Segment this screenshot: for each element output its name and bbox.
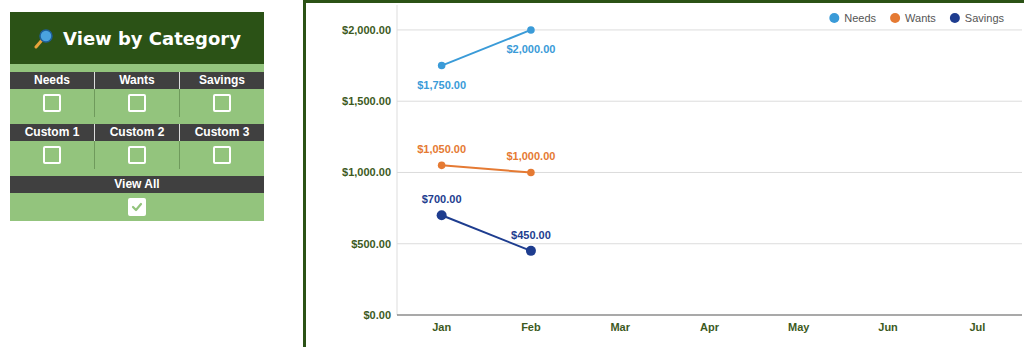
panel-spacer [10, 117, 264, 124]
panel-header: Custom 1 [10, 124, 95, 141]
x-tick-label: May [788, 321, 810, 333]
data-label: $450.00 [511, 229, 551, 241]
y-tick-label: $1,000.00 [342, 166, 391, 178]
point-marker [437, 210, 447, 220]
panel-cell [10, 89, 95, 117]
checkbox[interactable] [128, 198, 146, 216]
legend-marker [890, 13, 900, 23]
panel-checkbox-row [10, 193, 264, 221]
checkbox[interactable] [213, 94, 231, 112]
data-label: $1,000.00 [506, 150, 555, 162]
data-label: $1,050.00 [417, 143, 466, 155]
grid-line [397, 29, 1022, 30]
data-label: $1,750.00 [417, 79, 466, 91]
point-marker [526, 246, 536, 256]
series-line [442, 165, 531, 172]
legend-label: Savings [965, 12, 1005, 24]
y-tick-label: $0.00 [363, 309, 391, 321]
legend: Needs Wants Savings [829, 12, 1004, 24]
marks [437, 26, 536, 256]
panel-spacer [10, 169, 264, 176]
icon-lens [40, 30, 52, 42]
panel-cell [95, 89, 180, 117]
panel-title-bar: View by Category [10, 12, 264, 64]
panel-header-row: View All [10, 176, 264, 193]
x-axis-line [397, 314, 1022, 315]
checkbox[interactable] [43, 146, 61, 164]
point-marker [527, 26, 535, 34]
panel-header: View All [10, 176, 264, 193]
checkbox[interactable] [213, 146, 231, 164]
data-label: $2,000.00 [506, 43, 555, 55]
panel-header: Wants [95, 72, 180, 89]
y-axis-line [397, 5, 398, 315]
y-tick-label: $500.00 [351, 238, 391, 250]
point-marker [438, 62, 446, 70]
panel-cell [10, 141, 95, 169]
panel-header: Custom 2 [95, 124, 180, 141]
panel-checkbox-row [10, 89, 264, 117]
grid-line [397, 243, 1022, 244]
panel-spacer [10, 64, 264, 72]
checkbox[interactable] [128, 146, 146, 164]
y-tick-label: $1,500.00 [342, 95, 391, 107]
panel-cell [95, 141, 180, 169]
panel-header-row: Custom 1Custom 2Custom 3 [10, 124, 264, 141]
icon-handle [36, 40, 42, 47]
panel-header: Custom 3 [180, 124, 264, 141]
x-tick-label: Jan [432, 321, 451, 333]
grid-line [397, 172, 1022, 173]
panel-cell [10, 193, 264, 221]
check-path [133, 204, 141, 210]
panel-checkbox-row [10, 141, 264, 169]
checkbox[interactable] [43, 94, 61, 112]
checkbox[interactable] [128, 94, 146, 112]
panel-header: Savings [180, 72, 264, 89]
point-marker [527, 169, 535, 177]
x-tick-label: Feb [521, 321, 541, 333]
x-tick-label: Apr [700, 321, 720, 333]
panel-header-row: NeedsWantsSavings [10, 72, 264, 89]
category-panel: View by Category NeedsWantsSavings Custom … [10, 12, 264, 221]
panel-cell [180, 141, 264, 169]
chart-frame-left [303, 0, 306, 347]
panel-header: Needs [10, 72, 95, 89]
legend-marker [829, 13, 839, 23]
search-icon [33, 27, 55, 49]
panel-title: View by Category [63, 28, 241, 49]
legend-label: Wants [905, 12, 936, 24]
x-tick-label: Jul [969, 321, 985, 333]
grid-line [397, 101, 1022, 102]
chart-frame-top [303, 0, 1024, 3]
panel-cell [180, 89, 264, 117]
point-marker [438, 162, 446, 170]
checkmark [130, 200, 144, 214]
chart: $0.00 $500.00 $1,000.00 $1,500.00 $2,000.00 J… [0, 0, 1024, 347]
legend-label: Needs [844, 12, 876, 24]
x-tick-label: Jun [878, 321, 898, 333]
x-tick-label: Mar [610, 321, 630, 333]
data-label: $700.00 [422, 193, 462, 205]
y-tick-label: $2,000.00 [342, 24, 391, 36]
data-labels: $1,750.00 $2,000.00 $1,050.00 $1,000.00 $700… [417, 43, 555, 241]
legend-marker [950, 13, 960, 23]
